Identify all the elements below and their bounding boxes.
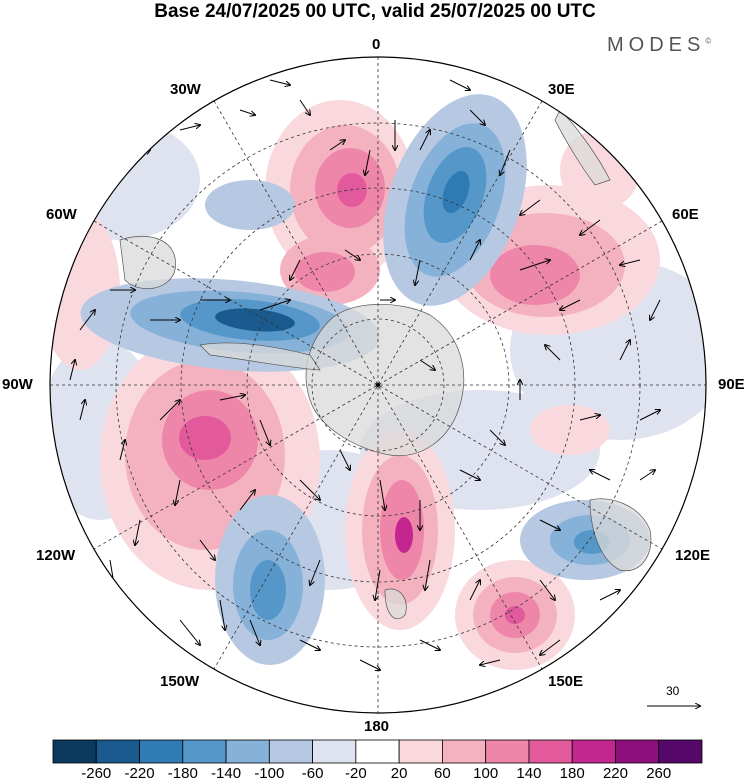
colorbar-tick-label: 140 — [516, 765, 542, 782]
colorbar-swatch — [485, 739, 530, 764]
colorbar-tick-label: 180 — [559, 765, 585, 782]
map-title: Base 24/07/2025 00 UTC, valid 25/07/2025… — [154, 1, 596, 22]
colorbar-tick-label: -20 — [345, 765, 367, 782]
colorbar-tick-label: -100 — [254, 765, 285, 782]
colorbar-tick-label: -180 — [167, 765, 198, 782]
lon-label-150e: 150E — [548, 673, 584, 690]
colorbar-swatch — [441, 739, 487, 764]
land-masses — [119, 109, 652, 620]
lon-label-180: 180 — [364, 718, 390, 735]
colorbar-tick-label: 20 — [390, 765, 408, 782]
lon-label-60e: 60E — [672, 206, 699, 223]
lon-label-120w: 120W — [36, 547, 76, 564]
colorbar-swatch — [95, 739, 140, 764]
colorbar-tick-label: 100 — [473, 765, 499, 782]
colorbar-tick-label: -60 — [301, 765, 324, 782]
colorbar-swatch — [139, 739, 184, 764]
lon-label-120e: 120E — [675, 547, 711, 564]
lon-label-30w: 30W — [170, 81, 201, 98]
colorbar-tick-label: -140 — [211, 765, 242, 782]
brand-name: MODES — [607, 34, 706, 56]
colorbar-tick-label: -260 — [81, 765, 112, 782]
colorbar-tick-label: 60 — [434, 765, 451, 782]
brand-mark: © — [705, 36, 712, 46]
lon-label-150w: 150W — [160, 673, 200, 690]
colorbar-swatch — [52, 739, 97, 764]
colorbar-swatch — [398, 739, 443, 764]
map-boundary — [49, 56, 707, 714]
brand-logo: MODES© — [607, 34, 711, 57]
lon-label-60w: 60W — [46, 206, 77, 223]
colorbar-swatch — [268, 739, 314, 764]
colorbar-swatch — [571, 739, 616, 764]
lon-label-90w: 90W — [2, 376, 33, 393]
colorbar-swatch — [182, 739, 227, 764]
negative-anomalies — [80, 94, 650, 665]
lon-label-0: 0 — [372, 36, 381, 53]
colorbar-swatch — [312, 739, 357, 764]
colorbar-tick-label: -220 — [124, 765, 155, 782]
colorbar-tick-label: 260 — [646, 765, 672, 782]
anomaly-field — [50, 57, 706, 713]
wind-vectors — [69, 79, 660, 670]
colorbar-swatch — [225, 739, 270, 764]
colorbar-swatch — [658, 739, 703, 764]
lon-label-30e: 30E — [548, 81, 575, 98]
colorbar-tick-label: 220 — [602, 765, 628, 782]
colorbar-swatch — [528, 739, 573, 764]
colorbar-swatch — [615, 739, 660, 764]
lon-label-90e: 90E — [718, 376, 745, 393]
colorbar-swatch — [355, 739, 400, 764]
colorbar — [52, 739, 703, 764]
reference-vector-label: 30 — [666, 684, 680, 698]
graticule — [50, 57, 706, 713]
